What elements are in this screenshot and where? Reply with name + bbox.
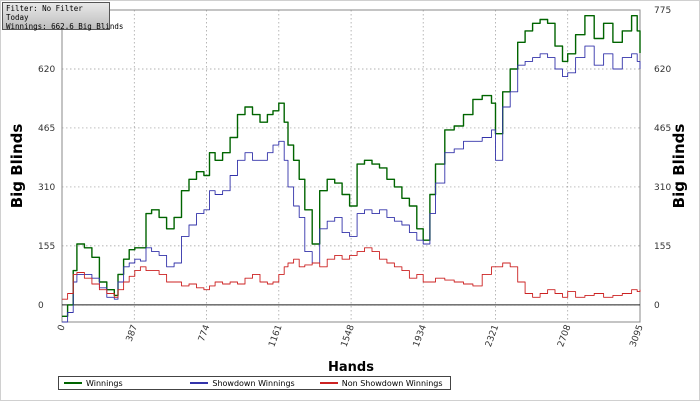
series-line-1 <box>62 15 641 317</box>
legend-item: Non Showdown Winnings <box>315 379 450 388</box>
winnings-label: Winnings: 662.6 Big Blinds <box>6 22 124 31</box>
y-tick-label-right: 155 <box>654 242 671 252</box>
legend-item: Winnings <box>59 379 185 388</box>
x-tick-label: 387 <box>125 324 140 344</box>
series-line-2 <box>62 45 641 323</box>
legend-swatch <box>319 382 338 384</box>
y-tick-label-left: 0 <box>38 301 44 311</box>
chart-legend: Winnings Showdown Winnings Non Showdown Wi… <box>58 376 451 390</box>
y-tick-label-right: 0 <box>654 301 660 311</box>
legend-label: Winnings <box>86 378 123 388</box>
y-tick-label-left: 310 <box>38 183 55 193</box>
x-tick-label: 1548 <box>340 323 357 348</box>
y-axis-title-right: Big Blinds <box>670 124 688 209</box>
period-label: Today <box>6 13 29 22</box>
x-tick-label: 1934 <box>412 323 429 348</box>
y-tick-label-right: 620 <box>654 65 671 75</box>
y-axis-title-left: Big Blinds <box>8 124 26 209</box>
filter-info-box: Filter: No Filter Today Winnings: 662.6 … <box>2 2 124 31</box>
y-tick-label-right: 775 <box>654 6 671 16</box>
legend-label: Non Showdown Winnings <box>341 378 443 388</box>
x-tick-label: 3095 <box>629 324 646 349</box>
plot-area-border <box>61 9 641 323</box>
y-tick-label-right: 465 <box>654 124 671 134</box>
x-tick-label: 2321 <box>484 324 501 349</box>
gridlines <box>61 9 641 322</box>
y-tick-label-left: 155 <box>38 242 55 252</box>
filter-label: Filter: No Filter <box>6 4 83 13</box>
series-lines <box>62 15 641 323</box>
x-tick-label: 2708 <box>556 323 573 348</box>
legend-label: Showdown Winnings <box>212 378 295 388</box>
x-tick-label: 0 <box>56 323 67 332</box>
y-tick-label-left: 620 <box>38 65 55 75</box>
legend-swatch <box>190 382 209 384</box>
x-tick-label: 1161 <box>267 324 284 349</box>
legend-item: Showdown Winnings <box>185 379 314 388</box>
series-line-3 <box>62 247 641 300</box>
legend-swatch <box>64 382 82 384</box>
x-axis-title: Hands <box>328 360 374 375</box>
x-tick-label: 774 <box>197 323 212 343</box>
axes: 0015515531031046546562062077577503877741… <box>38 6 671 349</box>
y-tick-label-left: 465 <box>38 124 55 134</box>
y-tick-label-right: 310 <box>654 183 671 193</box>
